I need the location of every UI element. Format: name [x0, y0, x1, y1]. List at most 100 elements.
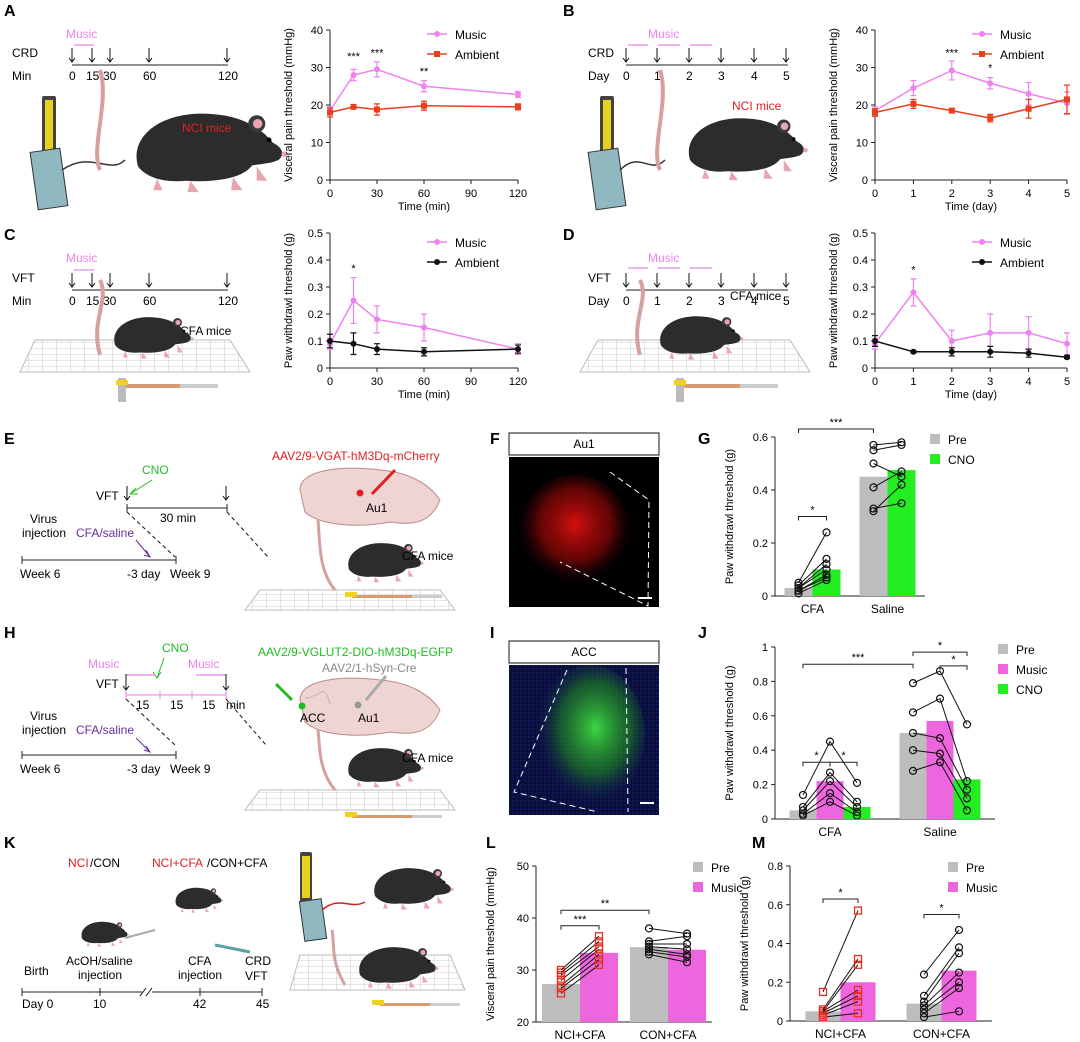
category-label: CON+CFA: [639, 1028, 696, 1042]
subject-point: [935, 694, 945, 703]
au1-injection-dot: [354, 701, 362, 709]
y-axis-label: Visceral pain threshold (mmHg): [828, 28, 840, 182]
vft-label: VFT: [245, 969, 268, 983]
cno-arrow: [152, 657, 165, 679]
y-tick-label: 0.2: [753, 538, 768, 550]
subject-point: [644, 950, 654, 959]
timeline: [21, 751, 177, 759]
legend-swatch: [948, 882, 958, 892]
subject-point: [897, 438, 906, 447]
significance-bracket: [923, 913, 960, 919]
x-tick-label: 5: [1064, 376, 1070, 388]
legend-label: Music: [1000, 236, 1031, 250]
data-point: [350, 297, 357, 304]
y-tick-label: 1: [762, 642, 768, 654]
mouse-tail: [316, 519, 337, 591]
data-point: [350, 103, 357, 110]
subject-point: [825, 789, 835, 798]
y-tick-label: 40: [311, 25, 323, 37]
x-tick-label: 90: [465, 376, 477, 388]
y-tick-label: 0.4: [753, 485, 768, 497]
subject-point: [853, 991, 863, 1000]
x-axis-label: Time (min): [398, 201, 450, 213]
series-line: [874, 291, 1068, 345]
y-axis-label: Paw withdrawl threshold (g): [828, 233, 840, 368]
panel-label-a: A: [4, 3, 16, 20]
cno-label: CNO: [162, 641, 189, 655]
y-tick-label: 0: [762, 814, 768, 826]
significance-marker: ***: [347, 51, 361, 63]
y-tick-label: 0.1: [308, 336, 323, 348]
day-label: Day: [588, 294, 609, 308]
y-tick-label: 0: [862, 363, 868, 375]
significance-bracket: [829, 761, 858, 767]
von-frey-filament-icon: [345, 592, 442, 598]
subject-point: [556, 965, 566, 975]
significance-marker: ***: [945, 47, 959, 59]
schematic-e: CNO VFT 30 min Virus injection CFA/salin…: [20, 449, 456, 611]
subject-line: [648, 953, 688, 963]
subject-line: [802, 780, 858, 811]
subject-line: [822, 910, 859, 993]
crd-apparatus-icon: [298, 852, 366, 942]
legend-label: Ambient: [455, 256, 500, 270]
schematic-a: Music CRD Min 0 15 30 60 120 NCI mice: [12, 27, 288, 211]
y-tick-label: 0.4: [768, 939, 783, 951]
subject-point: [594, 960, 604, 969]
music-label: Music: [648, 251, 679, 265]
data-point: [872, 338, 878, 344]
x-axis-label: Time (min): [398, 389, 450, 401]
significance-marker: *: [810, 505, 815, 517]
x-tick-label: 90: [465, 188, 477, 200]
brain-icon: [299, 677, 441, 736]
data-point: [987, 329, 994, 336]
subject-point: [644, 924, 654, 933]
x-tick-label: 4: [1026, 376, 1032, 388]
timeline: [21, 556, 177, 564]
panel-label-g: G: [698, 431, 710, 448]
significance-marker: *: [988, 62, 993, 74]
significance-marker: **: [420, 66, 429, 78]
subject-line: [873, 484, 902, 512]
subject-point: [869, 507, 878, 516]
y-axis-label: Visceral pain threshold (mmHg): [283, 28, 295, 182]
cfa-injection-label: injection: [178, 968, 222, 982]
subject-point: [594, 932, 604, 941]
y-tick-label: 0.5: [308, 228, 323, 240]
data-point: [872, 109, 878, 116]
tick-4: 4: [751, 69, 758, 83]
t15-b: 15: [170, 698, 184, 712]
significance-bracket: [798, 428, 874, 434]
data-point: [327, 338, 333, 344]
acc-injection-dot: [298, 702, 306, 710]
syringe-icon: [214, 943, 251, 954]
subject-point: [897, 480, 906, 489]
legend-marker: [434, 239, 440, 245]
data-point: [421, 348, 427, 355]
von-frey-filament-icon: [674, 378, 778, 402]
subject-point: [954, 968, 964, 977]
tick-2: 2: [686, 294, 693, 308]
significance-bracket: [822, 898, 859, 903]
mouse-icon: [374, 868, 454, 910]
legend-marker: [979, 259, 985, 265]
tick-4: 4: [751, 294, 758, 308]
subject-line: [560, 946, 600, 976]
subject-point: [954, 925, 964, 935]
schematic-c: Music VFT Min 0 15 30 60 120 CFA mice: [12, 251, 251, 402]
x-tick-label: 0: [327, 376, 333, 388]
week9-label: Week 9: [170, 567, 211, 581]
subject-point: [897, 440, 906, 450]
subject-line: [560, 941, 600, 973]
data-point: [1064, 96, 1070, 103]
subject-point: [908, 746, 918, 755]
y-tick-label: 0.2: [753, 780, 768, 792]
y-axis-label: Paw withdrawl threshold (g): [283, 233, 295, 368]
schematic-b: Music CRD Day 0 1 2 3 4 5 NCI mice: [587, 27, 808, 211]
subject-point: [798, 802, 808, 812]
mcherry-signal: [520, 475, 630, 585]
axis-lines: [874, 233, 1067, 369]
legend-swatch: [693, 862, 703, 872]
tick-0: 0: [623, 69, 630, 83]
